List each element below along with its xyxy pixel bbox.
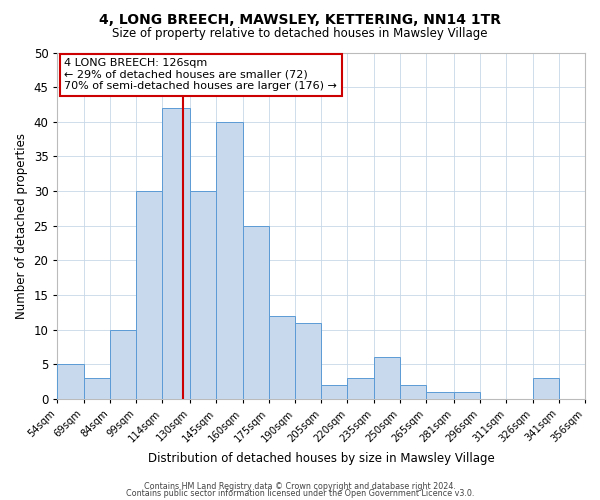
X-axis label: Distribution of detached houses by size in Mawsley Village: Distribution of detached houses by size … bbox=[148, 452, 494, 465]
Bar bbox=[162, 108, 190, 399]
Text: 4, LONG BREECH, MAWSLEY, KETTERING, NN14 1TR: 4, LONG BREECH, MAWSLEY, KETTERING, NN14… bbox=[99, 12, 501, 26]
Bar bbox=[400, 385, 426, 399]
Text: Contains public sector information licensed under the Open Government Licence v3: Contains public sector information licen… bbox=[126, 490, 474, 498]
Bar bbox=[321, 385, 347, 399]
Text: Size of property relative to detached houses in Mawsley Village: Size of property relative to detached ho… bbox=[112, 28, 488, 40]
Bar bbox=[426, 392, 454, 399]
Bar bbox=[217, 122, 242, 399]
Bar bbox=[110, 330, 136, 399]
Y-axis label: Number of detached properties: Number of detached properties bbox=[15, 133, 28, 319]
Bar bbox=[269, 316, 295, 399]
Bar bbox=[58, 364, 83, 399]
Bar bbox=[454, 392, 480, 399]
Bar bbox=[136, 191, 162, 399]
Text: Contains HM Land Registry data © Crown copyright and database right 2024.: Contains HM Land Registry data © Crown c… bbox=[144, 482, 456, 491]
Bar bbox=[533, 378, 559, 399]
Bar bbox=[374, 358, 400, 399]
Bar bbox=[242, 226, 269, 399]
Bar bbox=[347, 378, 374, 399]
Bar bbox=[295, 323, 321, 399]
Bar bbox=[190, 191, 217, 399]
Bar bbox=[83, 378, 110, 399]
Text: 4 LONG BREECH: 126sqm
← 29% of detached houses are smaller (72)
70% of semi-deta: 4 LONG BREECH: 126sqm ← 29% of detached … bbox=[64, 58, 337, 91]
